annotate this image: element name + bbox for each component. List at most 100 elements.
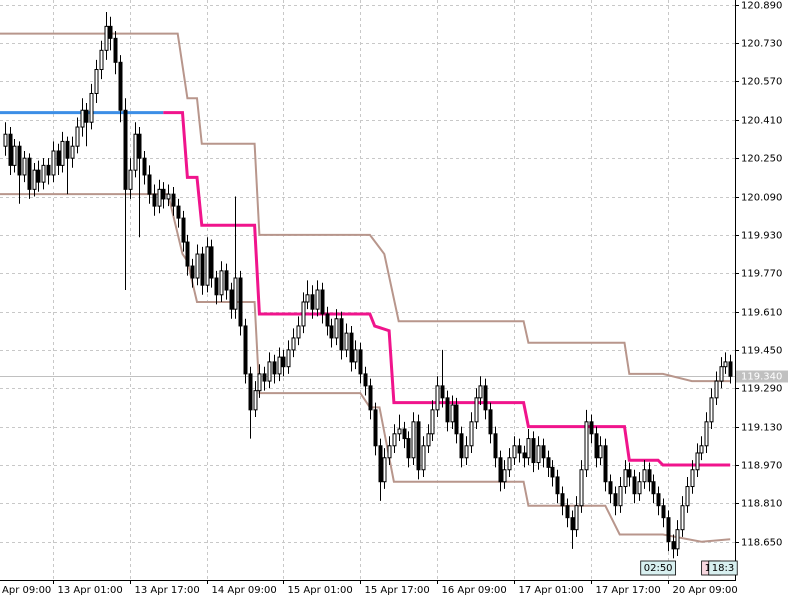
y-tick-label: 120.090 (741, 193, 782, 204)
candle-body (17, 145, 22, 176)
candle-body (723, 361, 728, 368)
candle-body (286, 349, 291, 368)
current-price-box (736, 370, 788, 383)
candle-body (637, 481, 642, 495)
x-tick-label: 14 Apr 09:00 (212, 585, 277, 596)
candle-body (382, 457, 387, 483)
candle-body (128, 169, 133, 190)
y-tick-label: 119.450 (741, 346, 782, 357)
candle-body (209, 246, 214, 279)
candle-body (598, 445, 603, 459)
x-tick-label: 13 Apr 01:00 (58, 585, 123, 596)
candle-body (526, 438, 531, 459)
candle-body (550, 466, 555, 478)
time-marker-box (708, 560, 738, 576)
candle-body (426, 433, 431, 447)
candle-body (133, 133, 138, 171)
candle-body (608, 481, 613, 495)
candle-body (238, 277, 243, 327)
candle-body (51, 150, 56, 176)
candle-body (671, 541, 676, 550)
axes: Apr 09:00 120.890 120.730 120.570 120.410 12… (0, 0, 788, 596)
x-tick-label: 17 Apr 01:00 (519, 585, 584, 596)
time-marker-box (640, 560, 676, 576)
candle-body (714, 380, 719, 399)
candle-body (440, 385, 445, 399)
candle-body (560, 493, 565, 507)
candle-body (41, 164, 46, 183)
candle-body (493, 433, 498, 459)
x-edge-label: Apr 09:00 (2, 585, 51, 596)
candle-body (483, 385, 488, 411)
candle-body (291, 337, 296, 351)
candle-body (512, 445, 517, 459)
candle-body (363, 373, 368, 387)
candle-body (118, 61, 123, 111)
time-marker-label: 18:3 (712, 563, 734, 574)
candle-body (642, 469, 647, 483)
candle-body (65, 140, 70, 159)
current-price-label: 119.340 (741, 372, 782, 383)
candle-body (56, 150, 61, 166)
candle-body (531, 438, 536, 464)
candle-body (627, 469, 632, 478)
candle-body (8, 133, 13, 166)
candle-body (181, 217, 186, 243)
candle-body (113, 37, 118, 63)
candle-body (728, 361, 733, 377)
candle-body (339, 318, 344, 351)
candle-body (579, 469, 584, 507)
candle-body (651, 481, 656, 495)
candle-body (281, 356, 286, 368)
x-tick-label: 16 Apr 09:00 (442, 585, 507, 596)
candle-body (272, 361, 277, 375)
candle-body (161, 188, 166, 200)
candle-body (325, 313, 330, 327)
channel-line (0, 32, 731, 383)
candle-body (378, 445, 383, 483)
candle-body (171, 193, 176, 207)
candle-body (296, 325, 301, 339)
candle-body (305, 294, 310, 303)
candle-body (656, 493, 661, 507)
candle-body (719, 366, 724, 382)
candle-body (695, 452, 700, 471)
candle-body (157, 188, 162, 207)
y-tick-label: 119.290 (741, 384, 782, 395)
candle-body (253, 390, 258, 411)
candle-body (546, 457, 551, 468)
candle-body (104, 25, 109, 51)
candle-body (478, 385, 483, 399)
candle-body (445, 397, 450, 423)
candle-body (411, 421, 416, 459)
candle-body (565, 505, 570, 519)
candle-body (27, 157, 32, 190)
candle-body (205, 246, 210, 286)
candle-body (190, 265, 195, 279)
candle-body (675, 529, 680, 550)
candle-body (450, 404, 455, 423)
candle-body (584, 421, 589, 471)
candle-body (142, 157, 147, 176)
candle-body (623, 469, 628, 488)
candle-body (70, 145, 75, 159)
candle-body (3, 133, 8, 147)
candle-body (661, 505, 666, 519)
time-marker-label: 02:50 (644, 563, 673, 574)
candle-body (507, 457, 512, 471)
candle-body (353, 349, 358, 363)
candle-body (176, 205, 181, 219)
candle-body (224, 270, 229, 291)
candle-body (685, 486, 690, 507)
candle-body (555, 476, 560, 495)
plot-area (0, 11, 735, 559)
candle-body (699, 445, 704, 454)
candle-body (474, 397, 479, 423)
candle-body (469, 421, 474, 447)
candle-body (464, 445, 469, 459)
candle-body (435, 385, 440, 411)
candle-body (243, 325, 248, 375)
candle-body (358, 349, 363, 375)
y-tick-label: 120.410 (741, 116, 782, 127)
